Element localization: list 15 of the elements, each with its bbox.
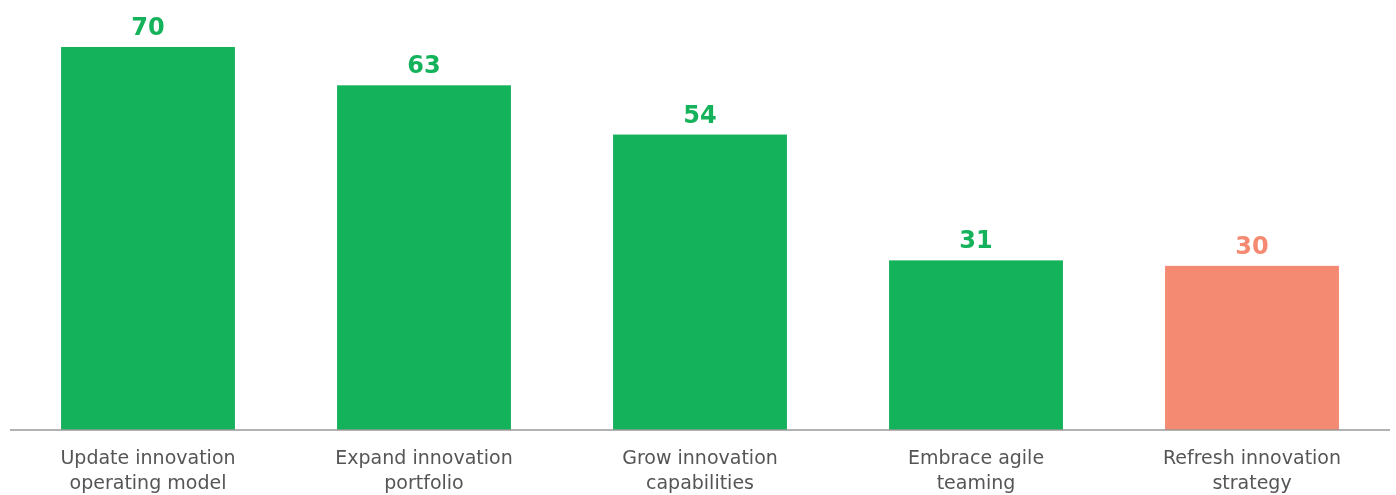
data-label: 70 [131, 13, 165, 41]
bar [1165, 265, 1339, 430]
bar [61, 47, 235, 430]
x-tick-label: Grow innovation capabilities [622, 446, 778, 493]
x-tick-label: Expand innovation portfolio [335, 446, 513, 493]
x-tick-label: Embrace agile teaming [907, 446, 1045, 493]
bar [337, 85, 511, 430]
data-label: 31 [959, 226, 993, 255]
bar [613, 134, 787, 430]
x-tick-label: Refresh innovation strategy [1162, 446, 1342, 493]
data-label: 63 [407, 51, 441, 80]
bar [889, 260, 1063, 430]
data-label: 30 [1235, 231, 1269, 260]
data-label: 54 [683, 100, 717, 129]
x-tick-label: Update innovation operating model [60, 446, 236, 493]
